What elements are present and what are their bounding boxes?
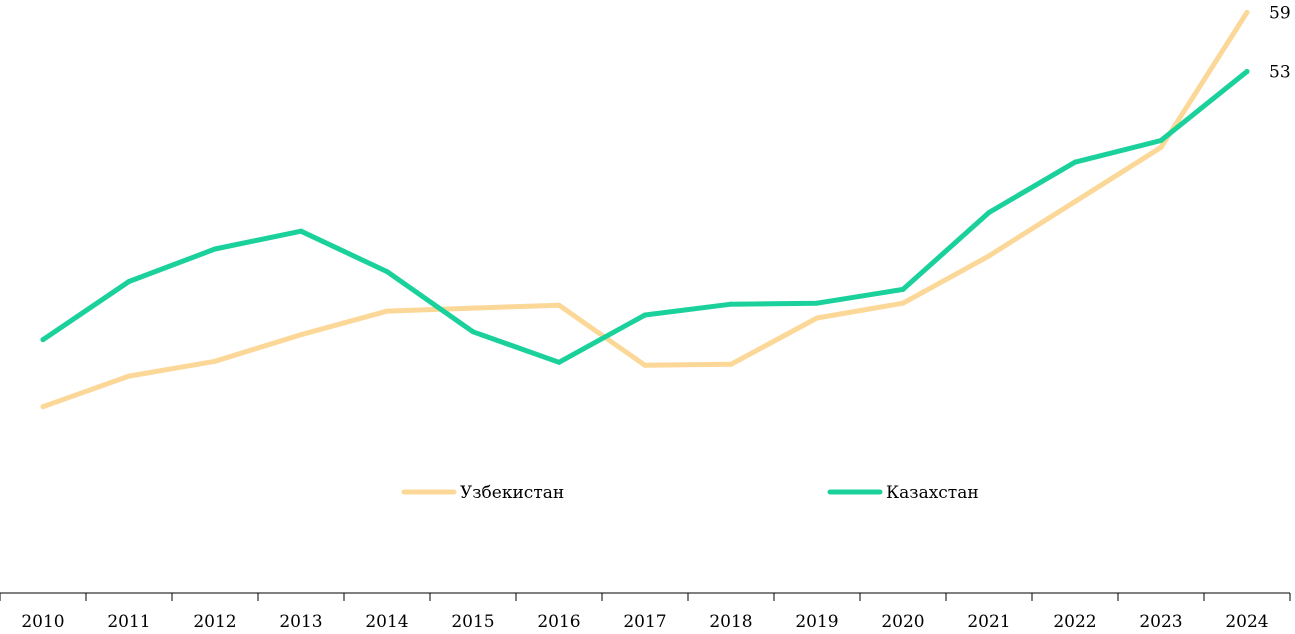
data-point [728, 301, 734, 307]
series-line-1 [40, 9, 1250, 410]
data-point [470, 305, 476, 311]
x-tick-label: 2017 [623, 612, 666, 632]
data-point [470, 329, 476, 335]
data-point [1072, 159, 1078, 165]
x-tick-label: 2018 [709, 612, 752, 632]
data-point [1158, 144, 1164, 150]
data-point [556, 359, 562, 365]
data-point [986, 253, 992, 259]
x-tick-label: 2024 [1225, 612, 1268, 632]
x-tick-label: 2015 [451, 612, 494, 632]
x-tick-label: 2023 [1139, 612, 1182, 632]
data-point [126, 278, 132, 284]
data-point [126, 373, 132, 379]
end-value-label: 53 [1269, 63, 1291, 83]
x-tick-label: 2013 [279, 612, 322, 632]
legend-label: Узбекистан [460, 483, 564, 503]
data-point [900, 300, 906, 306]
data-point [384, 308, 390, 314]
x-tick-label: 2012 [193, 612, 236, 632]
data-point [1158, 138, 1164, 144]
series-lines [40, 9, 1250, 410]
data-point [900, 286, 906, 292]
end-value-label: 59 [1269, 3, 1291, 23]
data-point [212, 246, 218, 252]
data-point [642, 362, 648, 368]
legend: Узбекистан Казахстан [401, 483, 979, 503]
end-value-labels: 59 53 [1269, 3, 1291, 82]
x-axis: 2010 2011 2012 2013 2014 2015 2016 2017 2018 2019… [0, 592, 1291, 632]
data-point [1072, 199, 1078, 205]
x-tick-label: 2020 [881, 612, 924, 632]
legend-label: Казахстан [886, 483, 979, 503]
data-point [212, 358, 218, 364]
x-tick-label: 2011 [107, 612, 150, 632]
data-point [384, 269, 390, 275]
data-point [1244, 9, 1250, 15]
series-line-2 [40, 69, 1250, 365]
x-tick-label: 2016 [537, 612, 580, 632]
data-point [814, 300, 820, 306]
data-point [728, 361, 734, 367]
data-point [40, 337, 46, 343]
x-tick-label: 2021 [967, 612, 1010, 632]
x-tick-label: 2010 [21, 612, 64, 632]
data-point [556, 302, 562, 308]
x-tick-label: 2019 [795, 612, 838, 632]
x-tick-label: 2014 [365, 612, 408, 632]
data-point [986, 209, 992, 215]
x-tick-label: 2022 [1053, 612, 1096, 632]
data-point [298, 228, 304, 234]
data-point [298, 332, 304, 338]
data-point [642, 312, 648, 318]
data-point [814, 315, 820, 321]
data-point [40, 404, 46, 410]
data-point [1244, 69, 1250, 75]
